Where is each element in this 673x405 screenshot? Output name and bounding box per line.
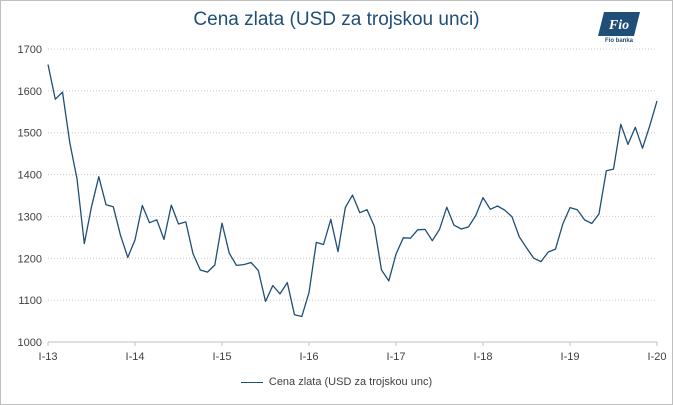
x-tick-label: I-20 bbox=[648, 351, 667, 363]
legend: Cena zlata (USD za trojskou unc) bbox=[0, 376, 673, 388]
y-tick-label: 1300 bbox=[18, 211, 42, 223]
legend-swatch bbox=[240, 381, 263, 383]
y-tick-label: 1000 bbox=[18, 337, 42, 349]
fio-logo-icon: Fio bbox=[598, 12, 640, 36]
fio-banka-logo: Fio Fio banka bbox=[596, 10, 642, 50]
y-axis-ticks: 1000 1100 1200 1300 1400 1500 1600 1700 bbox=[18, 44, 42, 349]
y-tick-label: 1400 bbox=[18, 170, 42, 182]
x-tick-label: I-19 bbox=[561, 351, 580, 363]
logo-word: Fio banka bbox=[604, 38, 633, 44]
x-tick-label: I-14 bbox=[126, 351, 145, 363]
x-tick-label: I-15 bbox=[213, 351, 232, 363]
y-tick-label: 1700 bbox=[18, 44, 42, 56]
logo-mark: Fio bbox=[608, 18, 629, 33]
x-axis-ticks: I-13 I-14 I-15 I-16 I-17 I-18 I-19 I-20 bbox=[39, 342, 667, 363]
series-line bbox=[47, 64, 658, 318]
x-tick-label: I-16 bbox=[300, 351, 319, 363]
y-tick-label: 1500 bbox=[18, 128, 42, 140]
legend-label: Cena zlata (USD za trojskou unc) bbox=[268, 376, 433, 388]
y-tick-label: 1100 bbox=[18, 295, 42, 307]
x-tick-label: I-17 bbox=[387, 351, 406, 363]
x-tick-label: I-13 bbox=[39, 351, 58, 363]
y-tick-label: 1600 bbox=[18, 86, 42, 98]
series-layer bbox=[47, 64, 658, 318]
x-tick-label: I-18 bbox=[474, 351, 493, 363]
grid bbox=[48, 48, 657, 301]
y-tick-label: 1200 bbox=[18, 253, 42, 265]
chart-title: Cena zlata (USD za trojskou unci) bbox=[193, 9, 480, 30]
